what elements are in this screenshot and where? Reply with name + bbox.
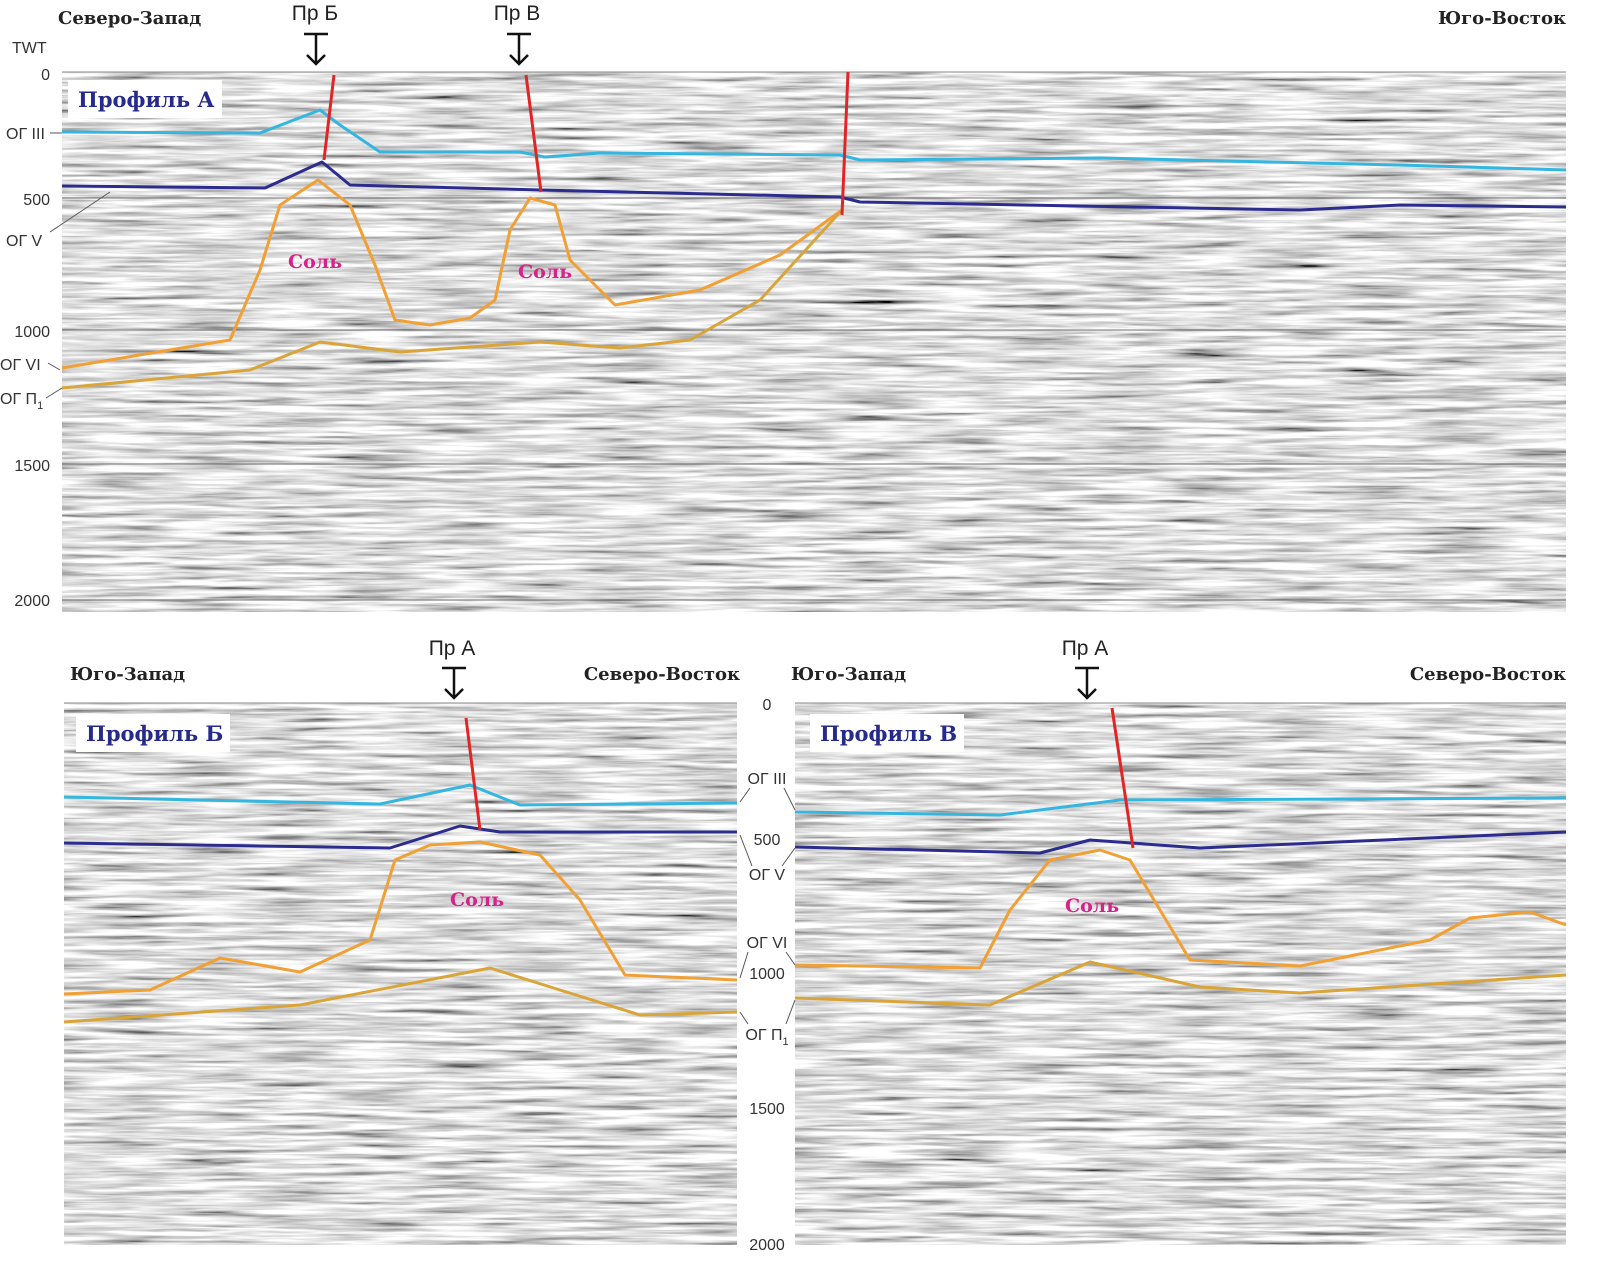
tick-label: 0 (41, 67, 50, 84)
salt-label: Соль (288, 251, 342, 273)
tick-label: 500 (754, 832, 781, 849)
fault-v (1110, 707, 1135, 849)
horizon-label-og-vi: ОГ VI (0, 357, 41, 374)
horizon-og-p1-b (63, 966, 738, 1024)
profile-title-b: Профиль Б (86, 721, 223, 746)
horizon-og-v-v (794, 830, 1567, 855)
tick-label: 1500 (749, 1101, 785, 1118)
tick-label: 1000 (14, 324, 50, 341)
horizon-og-v-a (61, 160, 1567, 212)
tick-label: 1500 (14, 458, 50, 475)
profile-title-box-a (68, 80, 222, 118)
profile-title-box-b (76, 714, 230, 752)
horizon-label-og-p1: ОГ П1 (745, 1027, 788, 1048)
crossing-label-pr-b: Пр Б (292, 2, 338, 25)
horizon-og-iii-b (63, 783, 738, 807)
profile-title-box-v (810, 714, 964, 752)
salt-label: Соль (450, 889, 504, 911)
horizon-og-p1-v (794, 960, 1567, 1007)
grid-lines-a (62, 197, 1566, 601)
crossing-arrow-icon (1075, 666, 1099, 700)
salt-label: Соль (1065, 895, 1119, 917)
profile-v-panel: Профиль В Соль Юго-Запад Северо-Восток П… (791, 637, 1567, 1245)
horizon-og-vi-a (61, 178, 843, 370)
horizon-label-og-p1: ОГ П1 (0, 391, 43, 412)
crossing-label-pr-a: Пр А (429, 637, 476, 660)
middle-axis: 0 500 1000 1500 2000 ОГ III ОГ V ОГ VI О… (739, 697, 796, 1254)
direction-left-b: Юго-Запад (70, 664, 185, 685)
horizon-og-iii-a (61, 108, 1567, 172)
tick-label: 1000 (749, 966, 785, 983)
direction-left-a: Северо-Запад (58, 8, 201, 29)
seismic-section-a (62, 72, 1566, 612)
direction-right-v: Северо-Восток (1410, 664, 1566, 685)
horizon-og-iii-v (794, 796, 1567, 817)
seismic-section-v (795, 703, 1566, 1245)
crossing-label-pr-a: Пр А (1062, 637, 1109, 660)
horizon-og-vi-v (794, 848, 1567, 970)
horizon-og-p1-a (61, 208, 844, 390)
axis-title-twt: TWT (12, 40, 47, 57)
horizon-label-og-iii: ОГ III (748, 771, 787, 788)
direction-left-v: Юго-Запад (791, 664, 906, 685)
horizon-label-og-iii: ОГ III (6, 126, 45, 143)
horizon-label-og-v: ОГ V (749, 867, 786, 884)
horizon-og-vi-b (63, 840, 738, 996)
profile-b-panel: Профиль Б Соль Юго-Запад Северо-Восток П… (63, 637, 740, 1245)
tick-label: 2000 (749, 1237, 785, 1254)
faults-a (322, 71, 850, 216)
tick-label: 0 (763, 697, 772, 714)
direction-right-b: Северо-Восток (584, 664, 740, 685)
horizon-leader-lines (45, 132, 111, 399)
profile-title-a: Профиль А (78, 87, 215, 112)
profile-title-v: Профиль В (820, 721, 957, 746)
fault-b (464, 717, 482, 831)
crossing-arrow-icon (304, 32, 328, 66)
salt-label: Соль (518, 261, 572, 283)
direction-right-a: Юго-Восток (1438, 8, 1566, 29)
tick-label: 2000 (14, 593, 50, 610)
tick-label: 500 (23, 192, 50, 209)
crossing-arrow-icon (507, 32, 531, 66)
profile-a-panel: Профиль А Соль Соль Северо-Запад Юго-Вос… (0, 2, 1567, 612)
horizon-label-og-v: ОГ V (6, 233, 43, 250)
crossing-arrow-icon (442, 666, 466, 700)
horizon-label-og-vi: ОГ VI (747, 935, 788, 952)
horizon-leader-lines (739, 787, 796, 1025)
horizon-og-v-b (63, 824, 737, 850)
crossing-label-pr-v: Пр В (494, 2, 541, 25)
